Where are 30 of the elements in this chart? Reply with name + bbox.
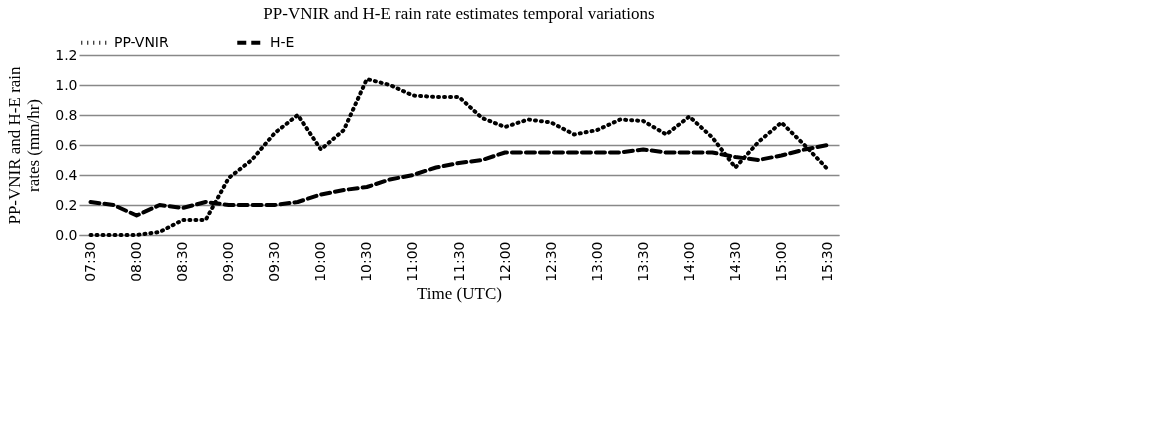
y-tick-label: 0.4 bbox=[55, 166, 78, 183]
y-axis-title: PP-VNIR and H-E rain rates (mm/hr) bbox=[5, 65, 44, 225]
x-tick-label: 09:00 bbox=[220, 241, 237, 282]
chart-title: PP-VNIR and H-E rain rate estimates temporal variations bbox=[263, 4, 655, 23]
y-tick-label: 0.2 bbox=[55, 196, 78, 213]
y-tick-label: 0.0 bbox=[55, 226, 78, 243]
x-tick-label: 11:30 bbox=[450, 241, 467, 282]
x-tick-label: 14:30 bbox=[726, 241, 743, 282]
legend-label: PP-VNIR bbox=[114, 33, 169, 50]
x-tick-label: 12:00 bbox=[496, 241, 513, 282]
y-tick-label: 0.8 bbox=[55, 106, 78, 123]
x-tick-label: 13:30 bbox=[634, 241, 651, 282]
y-tick-label: 1.2 bbox=[55, 46, 78, 63]
x-tick-label: 10:30 bbox=[358, 241, 375, 282]
x-tick-label: 10:00 bbox=[312, 241, 329, 282]
x-tick-label: 14:00 bbox=[680, 241, 697, 282]
x-tick-label: 15:00 bbox=[772, 241, 789, 282]
x-tick-label: 15:30 bbox=[818, 241, 835, 282]
x-tick-label: 07:30 bbox=[82, 241, 99, 282]
line-series bbox=[88, 77, 830, 237]
x-tick-label: 09:30 bbox=[266, 241, 283, 282]
y-tick-label: 1.0 bbox=[55, 76, 78, 93]
legend-label: H-E bbox=[270, 33, 295, 50]
x-tick-label: 12:30 bbox=[542, 241, 559, 282]
y-tick-label: 0.6 bbox=[55, 136, 78, 153]
x-tick-label: 13:00 bbox=[588, 241, 605, 282]
x-tick-label: 08:30 bbox=[174, 241, 191, 282]
x-tick-label: 11:00 bbox=[404, 241, 421, 282]
x-axis-title: Time (UTC) bbox=[417, 283, 502, 303]
x-tick-label: 08:00 bbox=[128, 241, 145, 282]
